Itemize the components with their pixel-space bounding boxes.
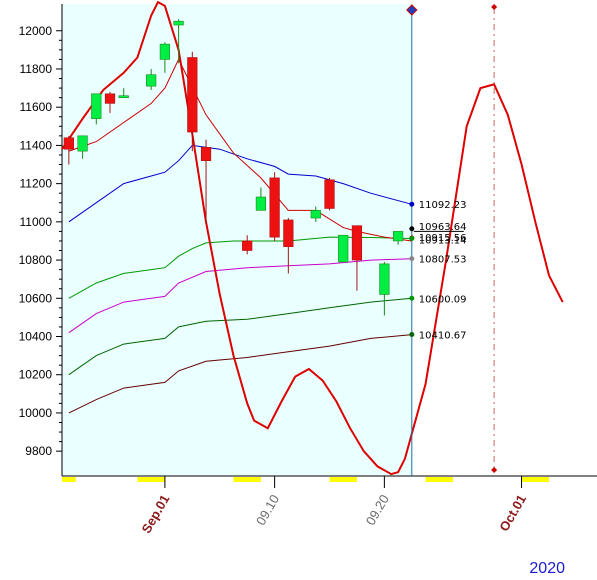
candle-body bbox=[269, 177, 280, 238]
indicator-lines bbox=[61, 0, 564, 476]
value-marker-dot bbox=[409, 331, 415, 337]
candle-body bbox=[91, 93, 102, 119]
value-label: 10963.64 bbox=[419, 222, 467, 233]
calendar-marker bbox=[329, 477, 357, 482]
calendar-marker bbox=[62, 477, 76, 482]
candle bbox=[91, 93, 102, 125]
value-label: 10600.09 bbox=[419, 294, 467, 305]
candle bbox=[118, 88, 129, 99]
candle-body bbox=[146, 74, 157, 87]
candle bbox=[269, 172, 280, 241]
candle-body bbox=[173, 20, 184, 26]
candle bbox=[338, 234, 349, 263]
y-tick-label: 11200 bbox=[20, 177, 53, 191]
candle bbox=[255, 187, 267, 211]
y-tick-label: 10200 bbox=[19, 368, 53, 382]
value-marker-dot bbox=[409, 295, 415, 301]
candle bbox=[324, 177, 335, 211]
calendar-marker bbox=[425, 477, 453, 482]
candle bbox=[283, 218, 294, 274]
candle-body bbox=[118, 95, 129, 99]
candle bbox=[242, 235, 253, 255]
candle bbox=[392, 231, 404, 245]
candle bbox=[351, 225, 363, 291]
candle-body bbox=[392, 231, 404, 242]
candle-body bbox=[104, 93, 116, 104]
year-label: 2020 bbox=[529, 560, 565, 577]
candle-body bbox=[379, 263, 390, 295]
candle bbox=[187, 51, 198, 152]
indicator-line-1 bbox=[68, 236, 412, 299]
candle bbox=[63, 135, 74, 165]
candle-body bbox=[351, 225, 363, 261]
future-bottom-marker bbox=[491, 467, 498, 473]
y-tick-label: 10400 bbox=[19, 330, 53, 344]
indicator-line-4 bbox=[68, 334, 412, 414]
future-top-marker bbox=[491, 4, 498, 10]
candle bbox=[77, 135, 88, 159]
y-axis: 9800 10000 10200 10400 10600 10800 11000 11200 1… bbox=[19, 24, 62, 458]
y-tick-label: 11600 bbox=[20, 100, 53, 114]
calendar-marker bbox=[233, 477, 261, 482]
candle bbox=[173, 19, 184, 64]
value-marker-dot bbox=[409, 201, 415, 207]
y-tick-label: 11800 bbox=[20, 62, 53, 76]
candle bbox=[146, 68, 157, 90]
indicator-line-2 bbox=[68, 258, 412, 334]
candle bbox=[379, 261, 390, 316]
value-marker-dot bbox=[409, 235, 415, 241]
y-tick-label: 10600 bbox=[19, 291, 53, 305]
candle-body bbox=[310, 210, 321, 219]
cursor-diamond-marker bbox=[406, 4, 418, 16]
candle-body bbox=[77, 135, 88, 152]
candle-body bbox=[187, 57, 198, 133]
indicator-line-3 bbox=[68, 297, 412, 376]
candle-body bbox=[283, 219, 294, 247]
candle-body bbox=[200, 147, 212, 161]
y-tick-label: 10000 bbox=[19, 406, 53, 420]
y-tick-label: 10800 bbox=[19, 253, 53, 267]
candle-body bbox=[338, 234, 349, 263]
candle-body bbox=[255, 196, 267, 211]
value-label: 11092.23 bbox=[419, 200, 467, 211]
y-tick-label: 9800 bbox=[25, 444, 52, 458]
y-tick-label: 11000 bbox=[20, 215, 53, 229]
candle-body bbox=[159, 43, 170, 60]
markers bbox=[62, 4, 549, 482]
value-label: 10915.56 bbox=[419, 233, 467, 244]
calendar-marker bbox=[137, 477, 165, 482]
value-label: 10807.53 bbox=[419, 255, 467, 266]
candle bbox=[159, 42, 170, 73]
value-label: 10410.67 bbox=[419, 330, 467, 341]
value-marker-dot bbox=[409, 226, 415, 232]
value-label: 10913.14 bbox=[419, 235, 467, 246]
candle bbox=[104, 91, 116, 113]
candle bbox=[310, 206, 321, 222]
candle-body bbox=[324, 179, 335, 209]
calendar-marker bbox=[521, 477, 549, 482]
y-tick-label: 12000 bbox=[19, 24, 53, 38]
candlesticks bbox=[63, 19, 404, 316]
candle-body bbox=[242, 240, 253, 251]
candle-body bbox=[63, 137, 74, 150]
y-tick-label: 11400 bbox=[20, 138, 53, 152]
candle bbox=[200, 139, 212, 224]
cycle-curve bbox=[61, 0, 564, 476]
value-marker-dot bbox=[409, 256, 415, 262]
